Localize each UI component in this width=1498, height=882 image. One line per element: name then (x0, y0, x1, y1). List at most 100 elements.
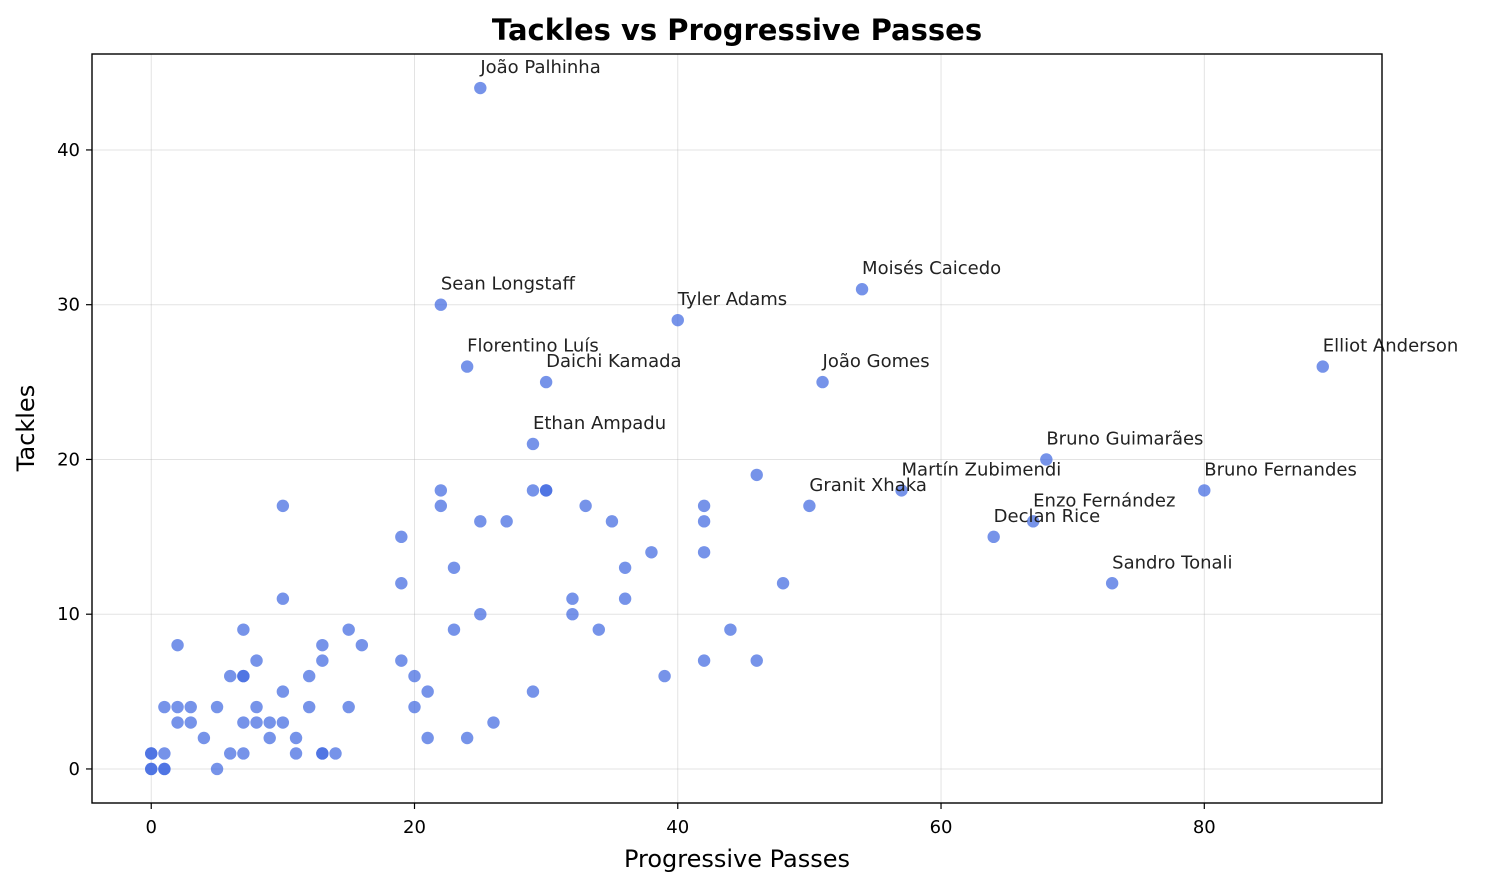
data-point (263, 716, 276, 729)
point-annotation: Sandro Tonali (1112, 552, 1232, 573)
data-point (474, 515, 487, 528)
data-point (171, 716, 184, 729)
data-point (250, 700, 263, 714)
y-tick-label: 10 (57, 604, 80, 625)
data-point (750, 654, 763, 667)
data-point (237, 669, 250, 683)
data-point (526, 685, 540, 698)
data-point (408, 669, 421, 683)
point-annotations: João Palhinha Sean Longstaff Tyler Adams Mo… (441, 57, 1459, 573)
data-point (171, 638, 184, 652)
data-point (487, 716, 500, 729)
data-point (421, 731, 434, 745)
data-point (276, 716, 290, 729)
data-point (316, 654, 329, 667)
data-point (302, 700, 316, 714)
data-point (447, 623, 461, 636)
data-point (579, 499, 592, 513)
data-point (289, 731, 303, 745)
point-annotation: Tyler Adams (677, 289, 787, 310)
data-point (316, 747, 329, 760)
data-point (395, 577, 408, 590)
data-point (697, 499, 711, 513)
axis-ticks: 0 20 40 60 80 0 10 20 30 40 (57, 140, 1216, 838)
x-tick-label: 0 (146, 817, 157, 838)
data-point (671, 313, 684, 327)
x-tick-label: 80 (1193, 817, 1216, 838)
point-annotation: Florentino Luís (467, 336, 599, 357)
y-axis-label: Tackles (12, 385, 40, 472)
data-point (395, 530, 408, 544)
point-annotation: João Palhinha (479, 57, 600, 78)
data-point (342, 700, 355, 714)
data-point (197, 731, 211, 745)
y-tick-label: 30 (57, 295, 80, 316)
chart-title: Tackles vs Progressive Passes (492, 13, 982, 47)
data-point (618, 592, 632, 605)
data-point (460, 731, 474, 745)
data-point (237, 623, 250, 636)
data-point (289, 747, 303, 760)
data-point (224, 669, 237, 683)
data-point (474, 81, 487, 95)
data-point (697, 654, 711, 667)
data-point (776, 577, 790, 590)
plot-frame (91, 53, 1383, 804)
data-point (145, 747, 158, 760)
data-point (447, 561, 461, 574)
data-point (158, 747, 171, 760)
data-point (276, 685, 290, 698)
x-axis-label: Progressive Passes (624, 845, 850, 873)
data-point (816, 375, 829, 389)
data-point (237, 716, 250, 729)
data-point (224, 747, 237, 760)
data-point (263, 731, 276, 745)
data-point (158, 762, 171, 776)
data-point (1198, 484, 1211, 497)
data-point (276, 592, 290, 605)
data-point (526, 484, 540, 497)
data-point (158, 700, 171, 714)
data-point (697, 515, 711, 528)
data-point (408, 700, 421, 714)
data-point (658, 669, 671, 683)
data-point (276, 499, 290, 513)
y-tick-label: 40 (57, 140, 80, 161)
data-point (539, 484, 553, 497)
data-point (1026, 515, 1040, 528)
grid-lines (92, 54, 1382, 803)
data-point (539, 375, 553, 389)
data-point (434, 499, 448, 513)
point-annotation: Moisés Caicedo (862, 258, 1001, 279)
point-annotation: Enzo Fernández (1033, 490, 1175, 511)
data-points (145, 81, 1329, 776)
point-annotation: Sean Longstaff (441, 274, 576, 295)
data-point (210, 762, 224, 776)
data-point (342, 623, 355, 636)
data-point (645, 546, 658, 559)
data-point (697, 546, 711, 559)
y-tick-label: 20 (57, 449, 80, 470)
data-point (474, 608, 487, 621)
point-annotation: Martín Zubimendi (902, 459, 1062, 480)
data-point (592, 623, 605, 636)
data-point (750, 468, 763, 482)
data-point (605, 515, 619, 528)
data-point (184, 716, 197, 729)
data-point (171, 700, 184, 714)
data-point (395, 654, 408, 667)
data-point (316, 638, 329, 652)
point-annotation: João Gomes (822, 351, 930, 372)
point-annotation: Declan Rice (994, 506, 1100, 527)
data-point (855, 283, 869, 296)
data-point (250, 716, 263, 729)
data-point (500, 515, 513, 528)
point-annotation: Bruno Fernandes (1204, 459, 1357, 480)
point-annotation: Ethan Ampadu (533, 413, 666, 434)
point-annotation: Granit Xhaka (809, 475, 926, 496)
data-point (803, 499, 816, 513)
x-tick-label: 40 (666, 817, 689, 838)
data-point (250, 654, 263, 667)
data-point (237, 747, 250, 760)
